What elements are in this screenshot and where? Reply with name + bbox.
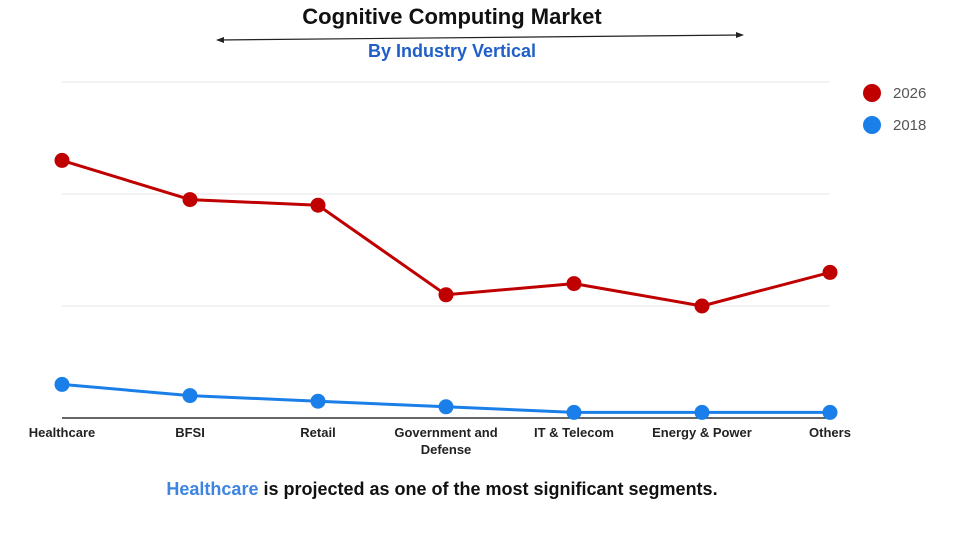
data-point-2018 bbox=[182, 388, 198, 404]
legend-item-2026: 2026 bbox=[863, 83, 926, 103]
data-point-2018 bbox=[54, 376, 70, 392]
data-point-2026 bbox=[822, 264, 838, 280]
data-point-2026 bbox=[566, 276, 582, 292]
chart-title: Cognitive Computing Market bbox=[302, 4, 602, 29]
line-chart: Healthcare BFSI Retail Government and Defens… bbox=[29, 81, 851, 457]
chart-subtitle: By Industry Vertical bbox=[367, 41, 537, 61]
footer-text: is projected as one of the most signific… bbox=[258, 479, 718, 499]
x-tick-label: IT & Telecom bbox=[534, 425, 614, 440]
legend-label-2026: 2026 bbox=[893, 84, 927, 102]
x-tick-label: Healthcare bbox=[29, 425, 95, 440]
data-point-2026 bbox=[438, 287, 454, 303]
footer-highlight: Healthcare bbox=[166, 479, 259, 499]
title-arrow-line bbox=[216, 32, 744, 43]
data-point-2026 bbox=[54, 152, 70, 168]
footer-caption: Healthcare is projected as one of the mo… bbox=[0, 479, 884, 500]
legend-label-2018: 2018 bbox=[893, 116, 927, 134]
legend-item-2018: 2018 bbox=[863, 115, 926, 135]
x-tick-label: Others bbox=[809, 425, 851, 440]
data-point-2018 bbox=[310, 393, 326, 409]
x-tick-label: Energy & Power bbox=[652, 425, 752, 440]
data-point-2018 bbox=[438, 399, 454, 415]
series-line-2026 bbox=[61, 158, 831, 308]
x-tick-label: BFSI bbox=[175, 425, 205, 440]
x-tick-label: Retail bbox=[300, 425, 335, 440]
x-tick-label: Government and Defense bbox=[394, 425, 497, 457]
legend-marker-2018 bbox=[863, 116, 881, 134]
data-point-2018 bbox=[694, 404, 710, 420]
data-point-2026 bbox=[182, 192, 198, 208]
data-point-2018 bbox=[822, 404, 838, 420]
legend-marker-2026 bbox=[863, 84, 881, 102]
data-point-2026 bbox=[310, 197, 326, 213]
data-point-2026 bbox=[694, 298, 710, 314]
data-point-2018 bbox=[566, 404, 582, 420]
